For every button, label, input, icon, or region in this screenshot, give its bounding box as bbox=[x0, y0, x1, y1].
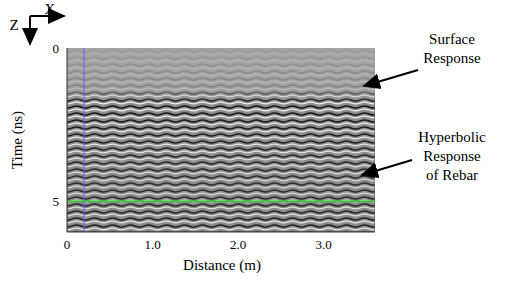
svg-text:Distance (m): Distance (m) bbox=[183, 257, 261, 274]
svg-text:Surface: Surface bbox=[429, 31, 475, 47]
svg-text:0: 0 bbox=[64, 237, 71, 252]
svg-text:3.0: 3.0 bbox=[316, 237, 332, 252]
svg-text:Response: Response bbox=[423, 50, 481, 66]
svg-text:1.0: 1.0 bbox=[144, 237, 160, 252]
svg-text:Response: Response bbox=[423, 148, 481, 164]
svg-text:Hyperbolic: Hyperbolic bbox=[418, 129, 486, 145]
svg-text:Z: Z bbox=[9, 17, 18, 33]
svg-text:X: X bbox=[45, 1, 56, 17]
svg-text:Time (ns): Time (ns) bbox=[9, 111, 26, 169]
svg-text:0: 0 bbox=[53, 41, 60, 56]
svg-text:of Rebar: of Rebar bbox=[426, 167, 478, 183]
svg-text:5: 5 bbox=[53, 194, 60, 209]
svg-text:2.0: 2.0 bbox=[230, 237, 246, 252]
